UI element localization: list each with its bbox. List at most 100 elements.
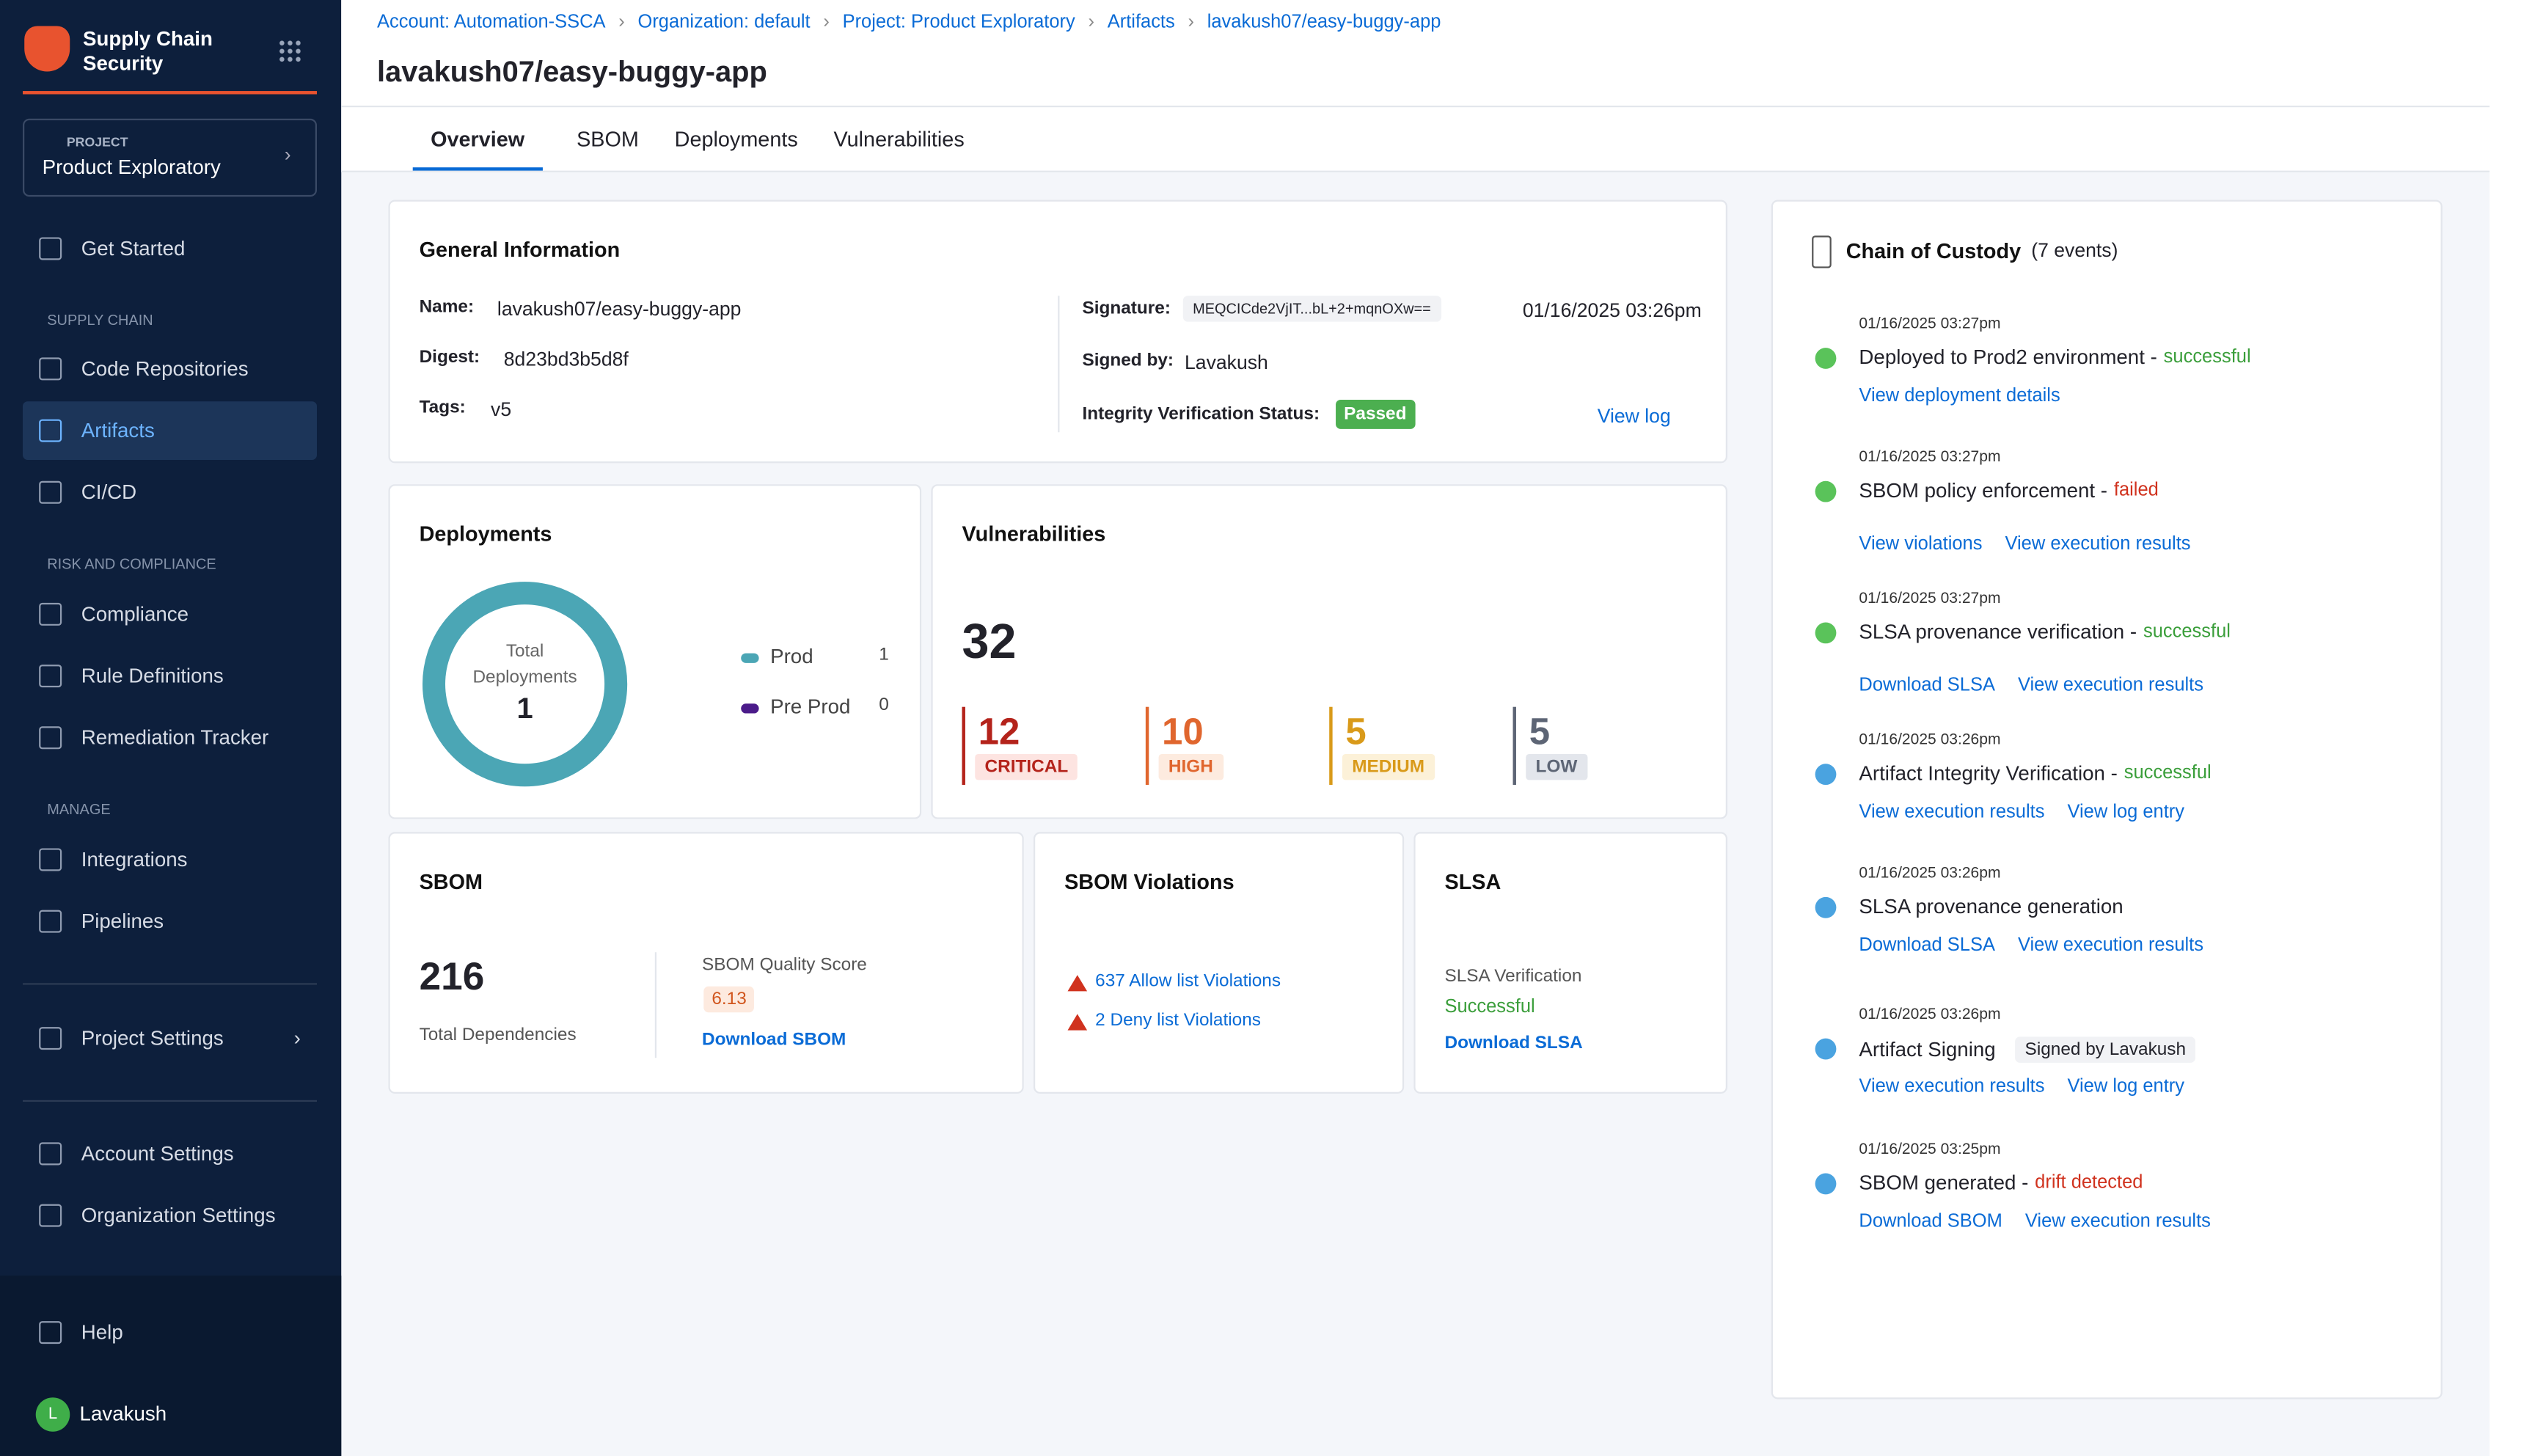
event-links: View execution results View log entry (1859, 802, 2184, 822)
event-links: Download SBOM View execution results (1859, 1212, 2210, 1232)
violation-link[interactable]: 2 Deny list Violations (1095, 1010, 1261, 1031)
nav-item[interactable]: Rule Definitions (23, 647, 317, 706)
sidebar: Supply Chain Security PROJECT Product Ex… (0, 0, 342, 1456)
severity-count: 12 (978, 710, 1020, 753)
warning-icon (1067, 1014, 1088, 1031)
project-label: PROJECT (66, 134, 128, 150)
download-link[interactable]: Download SBOM (702, 1030, 846, 1050)
project-selector[interactable]: PROJECT Product Exploratory › (23, 118, 318, 197)
tab[interactable]: Deployments (674, 126, 798, 152)
nav-item[interactable]: Account Settings (23, 1124, 317, 1183)
event-time: 01/16/2025 03:26pm (1859, 1006, 2001, 1024)
event-link[interactable]: View execution results (2017, 676, 2204, 696)
event-link[interactable]: Download SBOM (1859, 1212, 2002, 1232)
vuln-total: 32 (962, 615, 1017, 670)
event-title: Artifact Signing (1859, 1038, 1996, 1061)
breadcrumb[interactable]: Project: Product Exploratory (842, 12, 1075, 33)
event-link[interactable]: View execution results (1859, 802, 2045, 822)
event-row: Artifact Integrity Verification - success… (1859, 762, 2211, 785)
deployments-card: Deployments Total Deployments 1 Prod 1 Pre… (388, 484, 922, 819)
event-link[interactable]: View execution results (2024, 1212, 2211, 1232)
nav-item[interactable]: Code Repositories (23, 340, 317, 398)
apps-icon[interactable] (277, 39, 301, 62)
nav-label: Pipelines (81, 910, 164, 933)
nav-item[interactable]: Help (23, 1303, 317, 1362)
event-link[interactable]: View execution results (2017, 936, 2204, 956)
view-log-link[interactable]: View log (1597, 404, 1671, 428)
event-link[interactable]: View violations (1859, 534, 1983, 555)
breadcrumb[interactable]: Organization: default (637, 12, 811, 33)
event-link[interactable]: View log entry (2067, 1077, 2185, 1097)
nav-item[interactable]: Remediation Tracker (23, 709, 317, 767)
value: Lavakush (1185, 351, 1268, 374)
event-status: successful (2143, 622, 2231, 643)
nav-label: Project Settings (81, 1027, 224, 1050)
breadcrumb[interactable]: lavakush07/easy-buggy-app (1207, 12, 1441, 33)
nav-label: Get Started (81, 237, 186, 260)
tab[interactable]: SBOM (577, 126, 639, 152)
tab[interactable]: Vulnerabilities (833, 126, 965, 152)
separator: › (1088, 12, 1095, 33)
event-row: SLSA provenance generation (1859, 896, 2123, 918)
breadcrumb[interactable]: Artifacts (1107, 12, 1175, 33)
tab[interactable]: Overview (412, 107, 543, 171)
sbom-card: SBOM 216 Total Dependencies SBOM Quality… (388, 832, 1024, 1094)
custody-icon (1812, 235, 1832, 268)
event-link[interactable]: View execution results (2005, 534, 2191, 555)
card-title: Chain of Custody (1846, 238, 2022, 263)
nav-item[interactable]: Integrations (23, 830, 317, 889)
value: v5 (491, 398, 512, 421)
nav-item[interactable]: Compliance (23, 585, 317, 644)
event-icon (1815, 1038, 1837, 1060)
severity-bar (1512, 706, 1516, 786)
event-link[interactable]: View deployment details (1859, 387, 2060, 406)
legend-swatch (741, 653, 759, 663)
breadcrumbs: Account: Automation-SSCA › Organization: d… (377, 13, 1441, 33)
nav-item[interactable]: Project Settings › (23, 1009, 317, 1068)
page-header: Account: Automation-SSCA › Organization: d… (341, 0, 2490, 172)
nav-item[interactable]: Organization Settings (23, 1186, 317, 1245)
nav-label: Code Repositories (81, 357, 249, 381)
event-link[interactable]: View execution results (1859, 1077, 2045, 1097)
event-links: Download SLSA View execution results (1859, 676, 2203, 696)
separator: › (823, 12, 830, 33)
label: Digest: (419, 348, 480, 367)
severity-count: 10 (1162, 710, 1204, 753)
nav-item[interactable]: Pipelines (23, 892, 317, 951)
event-status: successful (2163, 348, 2251, 367)
nav-item[interactable]: Get Started (23, 219, 317, 278)
card-title: SLSA (1444, 869, 1501, 894)
nav-item[interactable]: CI/CD (23, 463, 317, 522)
event-row: SBOM policy enforcement - failed (1859, 480, 2158, 502)
donut-label: Total Deployments (472, 642, 577, 688)
card-title: SBOM Violations (1064, 869, 1234, 894)
user-name[interactable]: Lavakush (79, 1402, 167, 1425)
event-title: SLSA provenance generation (1859, 895, 2124, 918)
event-title: SLSA provenance verification - (1859, 621, 2137, 644)
violation-link[interactable]: 637 Allow list Violations (1095, 971, 1281, 992)
nav-item[interactable]: Artifacts (23, 401, 318, 460)
nav-label: Organization Settings (81, 1204, 276, 1227)
event-status: failed (2113, 480, 2159, 501)
event-title: SBOM generated - (1859, 1171, 2029, 1195)
divider (341, 106, 2490, 108)
breadcrumb[interactable]: Account: Automation-SSCA (376, 12, 606, 33)
event-time: 01/16/2025 03:25pm (1859, 1141, 2001, 1159)
divider (23, 983, 318, 985)
event-link[interactable]: View log entry (2067, 802, 2185, 822)
event-time: 01/16/2025 03:27pm (1859, 315, 2001, 334)
nav-label: Account Settings (81, 1142, 234, 1166)
severity-label: MEDIUM (1342, 753, 1435, 780)
event-link[interactable]: Download SLSA (1859, 676, 1995, 696)
severity-label: LOW (1526, 753, 1587, 780)
event-links: View violations View execution results (1859, 535, 2190, 555)
nav-label: Integrations (81, 848, 188, 871)
event-link[interactable]: Download SLSA (1859, 936, 1995, 956)
card-title: General Information (419, 237, 621, 262)
quality-score: 6.13 (703, 986, 755, 1013)
download-link[interactable]: Download SLSA (1444, 1033, 1583, 1053)
value: 8d23bd3b5d8f (503, 348, 629, 371)
severity-bar (1329, 706, 1333, 786)
avatar[interactable]: L (35, 1397, 70, 1432)
event-status: successful (2124, 764, 2212, 783)
